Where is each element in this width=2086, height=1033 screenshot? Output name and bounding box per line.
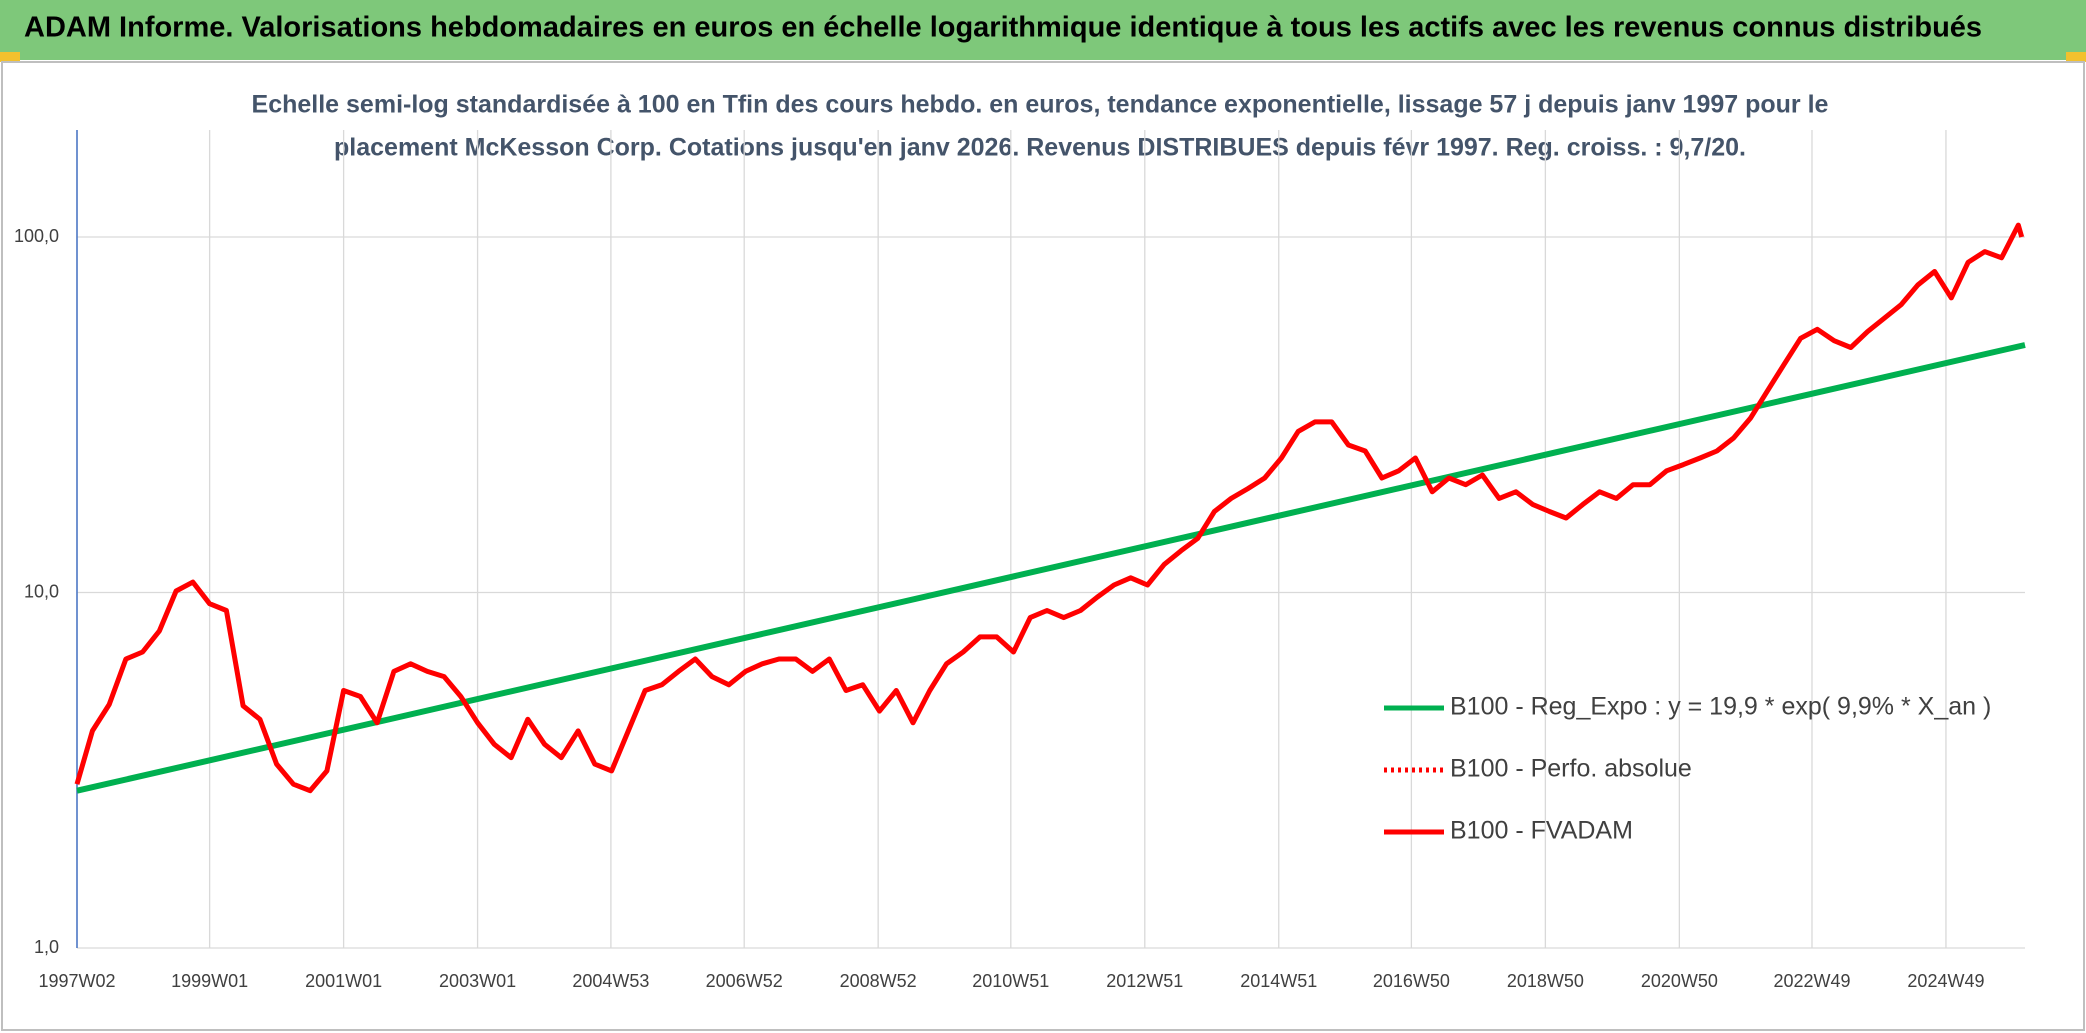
line [74,222,2025,794]
x-tick-label: 2016W50 [1373,971,1450,991]
chart-frame [1,61,2085,1031]
x-tick-label: 2022W49 [1773,971,1850,991]
legend-label: B100 - Reg_Expo : y = 19,9 * exp( 9,9% *… [1450,693,1991,721]
legend-label: B100 - Perfo. absolue [1450,755,1692,783]
x-tick-label: 2008W52 [840,971,917,991]
x-tick-label: 2018W50 [1507,971,1584,991]
header-bar [0,0,2086,60]
x-tick-label: 1997W02 [38,971,115,991]
x-tick-label: 2003W01 [439,971,516,991]
corner [2066,52,2086,62]
x-tick-label: 2012W51 [1106,971,1183,991]
subtitle: Echelle semi-log standardisée à 100 en T… [252,91,1829,119]
line [76,342,2026,794]
x-tick-label: 2010W51 [972,971,1049,991]
legend-label: B100 - FVADAM [1450,817,1633,845]
y-tick-label: 100,0 [14,226,59,246]
x-tick-label: 2001W01 [305,971,382,991]
y-tick-label: 10,0 [24,581,59,601]
corner [0,52,20,62]
x-tick-label: 2020W50 [1641,971,1718,991]
x-tick-label: 2024W49 [1907,971,1984,991]
y-tick-label: 1,0 [34,937,59,957]
x-tick-label: 2004W53 [572,971,649,991]
subtitle: placement McKesson Corp. Cotations jusqu… [334,134,1746,162]
x-tick-label: 2014W51 [1240,971,1317,991]
x-tick-label: 1999W01 [171,971,248,991]
header-title: ADAM Informe. Valorisations hebdomadaire… [24,12,1982,44]
x-tick-label: 2006W52 [706,971,783,991]
